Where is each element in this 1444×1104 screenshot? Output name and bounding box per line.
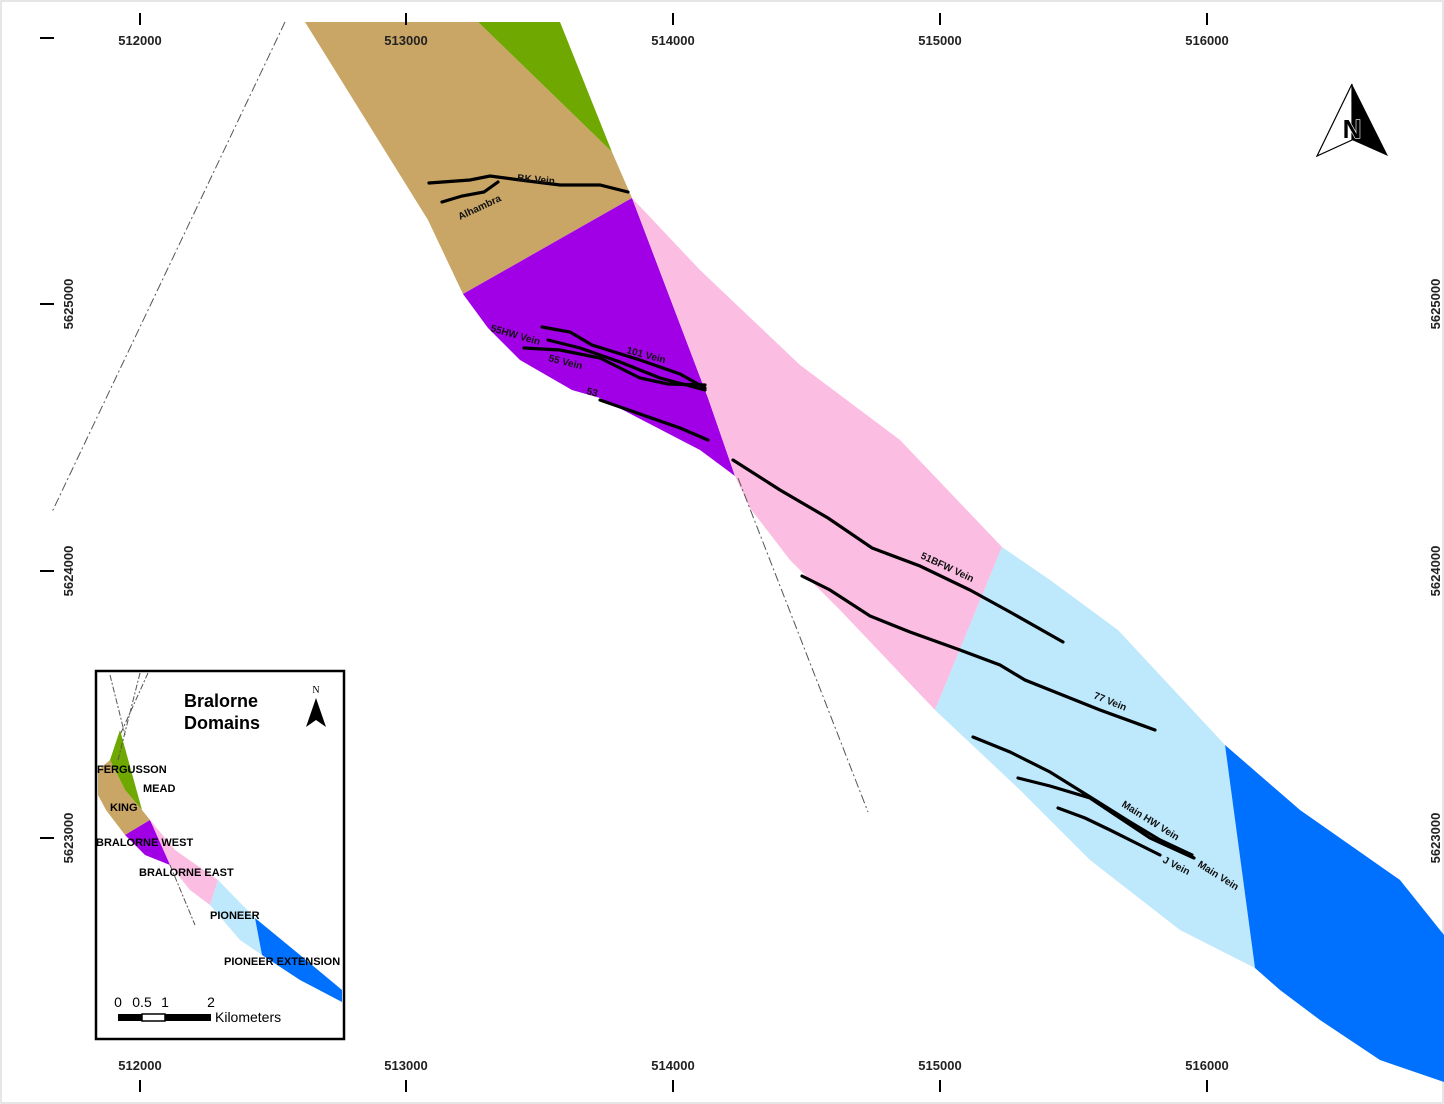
inset-domain-fergusson [110, 730, 142, 810]
north-arrow-right-half [1352, 84, 1388, 156]
vein-55 [522, 346, 707, 387]
north-arrow-icon: N [1315, 83, 1388, 158]
scale-label-2: 2 [207, 994, 215, 1010]
y-tick-label-left: 5624000 [61, 546, 76, 597]
y-axis-left: 5625000 5624000 5623000 [40, 37, 76, 864]
scale-bar-segment [141, 1013, 166, 1022]
domain-pioneer-extension [1225, 745, 1444, 1082]
scale-label-1: 1 [161, 994, 169, 1010]
vein-77 [800, 574, 1157, 732]
vein-main [1016, 776, 1196, 860]
vein-alhambra [440, 180, 500, 204]
inset-label-mead: MEAD [143, 783, 175, 795]
inset-fault-line [117, 672, 141, 761]
fault-lines [51, 21, 869, 813]
domain-bralorne-west [463, 198, 735, 476]
scale-label-0: 0 [114, 994, 122, 1010]
vein-55hw [540, 325, 707, 390]
x-axis-top: 512000 513000 514000 515000 516000 [118, 13, 1229, 48]
inset-map: Bralorne Domains FERGUSSON MEAD KING BRA… [94, 669, 346, 1041]
x-tick-label-top: 512000 [118, 33, 161, 48]
scale-bar-segment [165, 1014, 211, 1021]
inset-title-line1: Bralorne [184, 691, 258, 711]
inset-label-pioneer-extension: PIONEER EXTENSION [224, 956, 340, 968]
vein-label-53: 53 [585, 386, 599, 399]
x-tick-label-bottom: 513000 [384, 1058, 427, 1073]
inset-label-pioneer: PIONEER [210, 910, 260, 922]
x-tick-label-top: 513000 [384, 33, 427, 48]
inset-domain-king [98, 760, 150, 835]
vein-j [1056, 806, 1162, 857]
x-axis-bottom: 512000 513000 514000 515000 516000 [118, 1058, 1229, 1092]
domain-bralorne-east [632, 198, 1002, 710]
vein-bk [427, 174, 630, 194]
x-tick-label-bottom: 514000 [651, 1058, 694, 1073]
y-axis-right: 5625000 5624000 5623000 [1428, 279, 1443, 864]
inset-label-fergusson: FERGUSSON [97, 764, 167, 776]
vein-lines [427, 174, 1196, 860]
inset-domain-bralorne-west [125, 820, 170, 865]
scale-label-0-5: 0.5 [132, 994, 152, 1010]
inset-north-label: N [312, 685, 319, 696]
domain-pioneer [935, 547, 1255, 968]
vein-51bfw [731, 458, 1065, 644]
north-arrow-label: N [1343, 114, 1362, 144]
x-tick-label-bottom: 515000 [918, 1058, 961, 1073]
x-tick-label-bottom: 516000 [1185, 1058, 1228, 1073]
vein-label-bk: BK Vein [517, 173, 556, 187]
inset-fault-line [109, 674, 126, 736]
x-tick-label-top: 514000 [651, 33, 694, 48]
inset-title-line2: Domains [184, 713, 260, 733]
fault-line-west [51, 21, 286, 513]
vein-101 [546, 338, 707, 392]
fault-line-central [737, 477, 869, 813]
inset-domain-pioneer-extension [255, 918, 342, 1002]
y-tick-label-left: 5625000 [61, 279, 76, 330]
domain-polygons [305, 22, 1444, 1082]
inset-fault-line [169, 864, 196, 926]
inset-domain-bralorne-east [150, 820, 218, 905]
inset-label-bralorne-east: BRALORNE EAST [139, 867, 234, 879]
y-tick-label-left: 5623000 [61, 813, 76, 864]
y-tick-label-right: 5624000 [1428, 546, 1443, 597]
vein-53 [598, 398, 710, 442]
inset-label-king: KING [110, 802, 138, 814]
y-tick-label-right: 5625000 [1428, 279, 1443, 330]
x-tick-label-top: 515000 [918, 33, 961, 48]
domain-king [305, 22, 632, 294]
inset-label-bralorne-west: BRALORNE WEST [96, 837, 193, 849]
x-tick-label-top: 516000 [1185, 33, 1228, 48]
inset-north-arrow-icon [306, 698, 326, 727]
y-tick-label-right: 5623000 [1428, 813, 1443, 864]
scale-bar-segment [118, 1014, 142, 1021]
scale-unit-label: Kilometers [215, 1009, 281, 1025]
inset-domain-pioneer [210, 880, 262, 955]
x-tick-label-bottom: 512000 [118, 1058, 161, 1073]
inset-fault-line [119, 672, 149, 736]
